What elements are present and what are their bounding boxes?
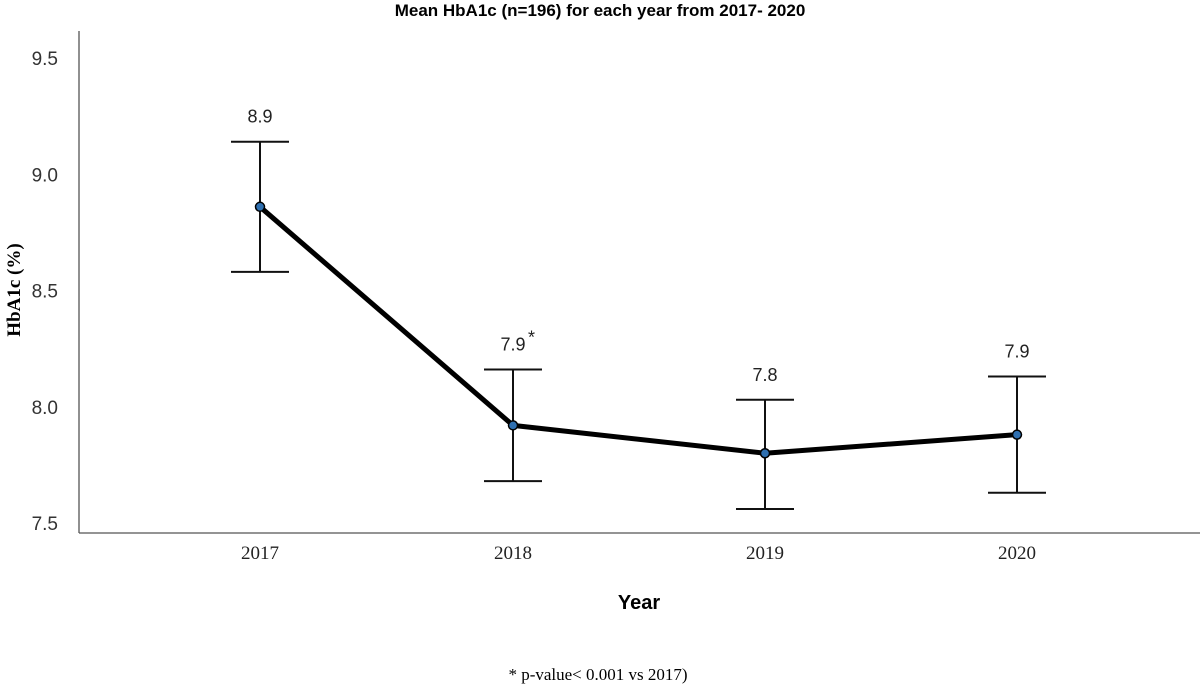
y-tick-label: 8.5 <box>32 282 58 303</box>
data-label: 8.9 <box>247 107 272 127</box>
x-tick-label: 2018 <box>494 543 532 564</box>
data-point <box>759 448 771 459</box>
y-tick-label: 9.5 <box>32 49 58 70</box>
x-axis-label: Year <box>618 592 660 614</box>
data-point <box>254 201 266 213</box>
data-point <box>1011 429 1023 440</box>
y-axis-label: HbA1c (%) <box>4 243 25 336</box>
mean-line <box>258 204 1018 456</box>
data-label: 7.8 <box>752 365 777 385</box>
data-label: 7.9 <box>500 335 525 355</box>
y-tick-label: 8.0 <box>32 398 58 419</box>
data-point <box>507 420 519 431</box>
x-tick-label: 2019 <box>746 543 784 564</box>
data-label: 7.9 <box>1004 342 1029 362</box>
x-tick-label: 2017 <box>241 543 279 564</box>
y-tick-label: 7.5 <box>32 514 58 535</box>
x-tick-label: 2020 <box>998 543 1036 564</box>
chart-title: Mean HbA1c (n=196) for each year from 20… <box>395 1 806 20</box>
significance-mark: * <box>528 328 535 348</box>
y-tick-label: 9.0 <box>32 165 58 186</box>
footnote: * p-value< 0.001 vs 2017) <box>508 665 687 684</box>
